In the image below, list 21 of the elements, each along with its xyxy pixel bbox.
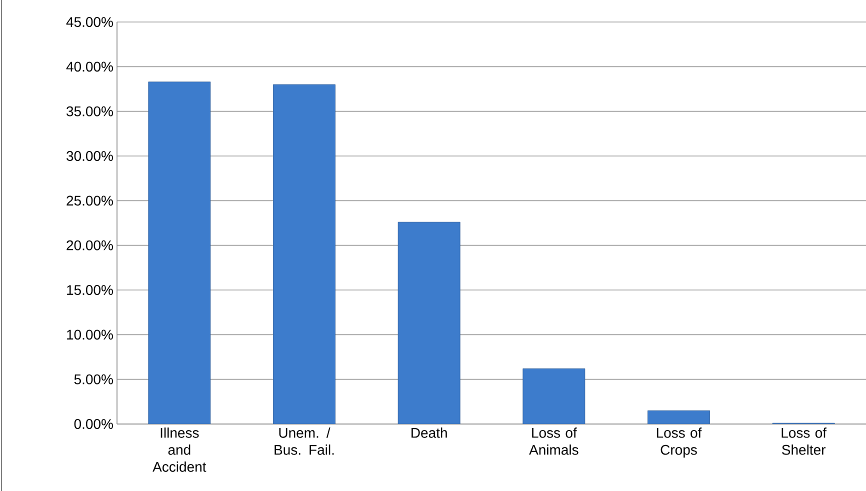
bar: [148, 82, 211, 424]
y-tick-label: 45.00%: [66, 17, 113, 27]
x-tick-label: Illness and Accident: [152, 428, 206, 472]
bar: [648, 410, 710, 424]
x-tick-label: Loss of Crops: [656, 428, 702, 458]
y-tick-label: 0.00%: [74, 419, 113, 429]
y-tick-label: 15.00%: [67, 285, 113, 295]
y-tick-label: 10.00%: [67, 330, 113, 340]
y-tick-label: 30.00%: [66, 151, 113, 161]
bar: [522, 368, 586, 424]
bar: [398, 222, 460, 424]
x-tick-label: Death: [412, 428, 447, 438]
y-tick-label: 25.00%: [66, 196, 113, 206]
bar: [273, 84, 336, 424]
x-tick-label: Loss of Shelter: [782, 428, 827, 455]
x-tick-label: Loss of Animals: [529, 428, 578, 455]
y-tick-label: 35.00%: [66, 106, 113, 116]
x-tick-label: Unem. / Bus. Fail.: [274, 428, 334, 455]
y-tick-label: 40.00%: [66, 62, 113, 72]
y-tick-label: 20.00%: [66, 240, 113, 250]
y-tick-label: 5.00%: [74, 374, 113, 384]
